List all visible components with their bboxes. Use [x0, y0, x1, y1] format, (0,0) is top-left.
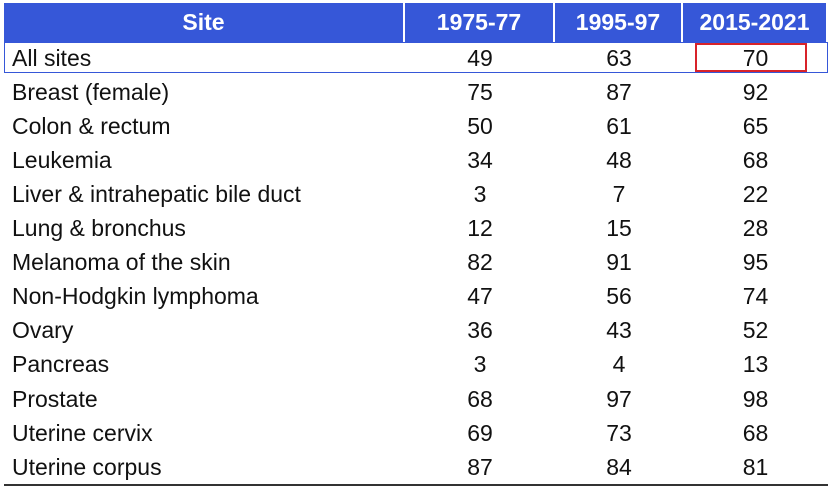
value-cell: 56 — [606, 283, 632, 310]
value-cell: 22 — [742, 180, 769, 207]
site-cell: All sites — [12, 44, 92, 71]
value-cell: 48 — [606, 146, 632, 173]
highlight-box — [695, 43, 807, 72]
value-cell: 68 — [467, 385, 493, 412]
value-cell: 68 — [742, 146, 769, 173]
site-cell: Lung & bronchus — [12, 215, 186, 241]
value-cell: 65 — [742, 112, 769, 139]
site-cell: Prostate — [12, 385, 98, 412]
value-cell: 82 — [467, 249, 493, 276]
site-cell: Uterine cervix — [12, 419, 153, 446]
header-cell: 1995-97 — [555, 3, 683, 42]
value-cell: 49 — [467, 44, 493, 71]
value-cell: 63 — [606, 44, 632, 71]
value-cell: 7 — [612, 180, 626, 207]
value-cell: 15 — [606, 215, 632, 241]
site-cell: Melanoma of the skin — [12, 249, 231, 276]
value-cell: 92 — [742, 78, 769, 105]
row-outline — [4, 42, 828, 73]
site-cell: Ovary — [12, 317, 74, 344]
value-cell: 98 — [742, 385, 769, 412]
header-cell: 2015-2021 — [683, 3, 828, 42]
value-cell: 3 — [473, 180, 487, 207]
value-cell: 87 — [606, 78, 632, 105]
bottom-rule — [4, 484, 828, 486]
site-cell: Pancreas — [12, 351, 110, 378]
value-cell: 81 — [742, 453, 769, 480]
value-cell: 84 — [606, 453, 632, 480]
value-cell: 75 — [467, 78, 493, 105]
site-cell: Colon & rectum — [12, 112, 171, 139]
value-cell: 4 — [612, 351, 626, 378]
header-cell: Site — [4, 3, 405, 42]
value-cell: 52 — [742, 317, 769, 344]
value-cell: 12 — [467, 215, 493, 241]
site-cell: Uterine corpus — [12, 453, 162, 480]
value-cell: 73 — [606, 419, 632, 446]
site-cell: Breast (female) — [12, 78, 170, 105]
value-cell: 95 — [742, 249, 769, 276]
value-cell: 68 — [742, 419, 769, 446]
value-cell: 3 — [473, 351, 487, 378]
site-cell: Liver & intrahepatic bile duct — [12, 180, 301, 207]
site-cell: Non-Hodgkin lymphoma — [12, 283, 259, 310]
value-cell: 70 — [742, 44, 769, 71]
header-cell: 1975-77 — [405, 3, 555, 42]
value-cell: 74 — [742, 283, 769, 310]
value-cell: 91 — [606, 249, 632, 276]
value-cell: 28 — [742, 215, 769, 241]
value-cell: 69 — [467, 419, 493, 446]
value-cell: 43 — [606, 317, 632, 344]
site-cell: Leukemia — [12, 146, 112, 173]
value-cell: 13 — [742, 351, 769, 378]
value-cell: 87 — [467, 453, 493, 480]
value-cell: 97 — [606, 385, 632, 412]
value-cell: 34 — [467, 146, 493, 173]
value-cell: 47 — [467, 283, 493, 310]
value-cell: 61 — [606, 112, 632, 139]
value-cell: 36 — [467, 317, 493, 344]
value-cell: 50 — [467, 112, 493, 139]
